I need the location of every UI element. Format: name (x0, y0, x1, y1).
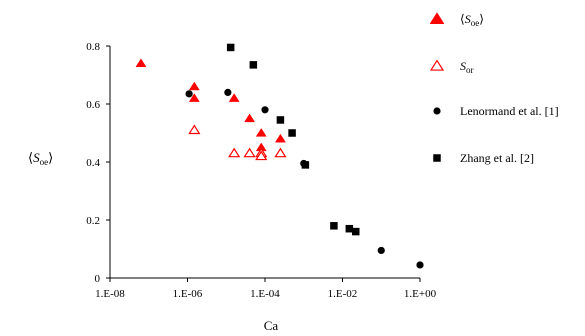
legend-label: Lenormand et al. [1] (460, 104, 559, 118)
data-point (188, 124, 201, 135)
x-axis-title: Ca (264, 318, 279, 333)
data-point (188, 81, 200, 91)
legend-marker (429, 12, 445, 24)
data-point (249, 61, 258, 69)
legend-label: Zhang et al. [2] (460, 151, 534, 165)
legend-marker (429, 59, 445, 71)
legend: ⟨Soe⟩ Sor Lenormand et al. [1] Zhang et al.… (429, 12, 559, 165)
y-tick-label: 0.4 (86, 157, 100, 169)
data-point (352, 227, 360, 236)
data-point (255, 150, 268, 161)
data-point (261, 106, 269, 114)
y-tick-label: 0.6 (86, 99, 100, 111)
series-0 (135, 58, 286, 152)
legend-marker (433, 154, 441, 162)
y-axis-title: ⟨Soe⟩ (28, 150, 53, 167)
legend-label: ⟨Soe⟩ (460, 12, 484, 28)
x-tick-label: 1.E-06 (173, 288, 203, 300)
axes (109, 46, 420, 279)
x-tick-label: 1.E-04 (250, 288, 280, 300)
data-point (224, 88, 232, 96)
data-point (330, 222, 338, 230)
data-point (135, 58, 147, 68)
x-tick-label: 1.E+00 (404, 288, 437, 300)
x-tick-label: 1.E-02 (328, 288, 358, 300)
data-point (416, 261, 424, 269)
legend-marker (433, 107, 441, 115)
data-point (188, 93, 200, 102)
y-tick-label: 0.2 (86, 215, 100, 227)
data-point (226, 43, 235, 52)
series-2 (185, 88, 424, 269)
data-point (301, 161, 310, 169)
y-tick-label: 0.8 (86, 41, 100, 53)
data-point (274, 147, 287, 158)
data-point (345, 224, 354, 233)
data-point (228, 93, 240, 102)
legend-label: Sor (460, 59, 474, 75)
y-tick-label: 0 (95, 273, 101, 285)
data-point (255, 128, 267, 137)
data-point (228, 147, 241, 158)
data-point (185, 90, 193, 98)
data-point (274, 133, 286, 143)
data-point (288, 129, 296, 137)
data-points (135, 43, 424, 269)
data-point (243, 147, 256, 158)
x-tick-label: 1.E-08 (95, 288, 125, 300)
series-3 (226, 43, 360, 236)
data-point (377, 246, 385, 255)
data-point (244, 113, 256, 123)
tick-labels: 1.E-08 1.E-06 1.E-04 1.E-02 1.E+00 0 0.2 0.4 0.6… (86, 41, 436, 300)
series-1 (188, 124, 287, 161)
data-point (276, 116, 285, 124)
